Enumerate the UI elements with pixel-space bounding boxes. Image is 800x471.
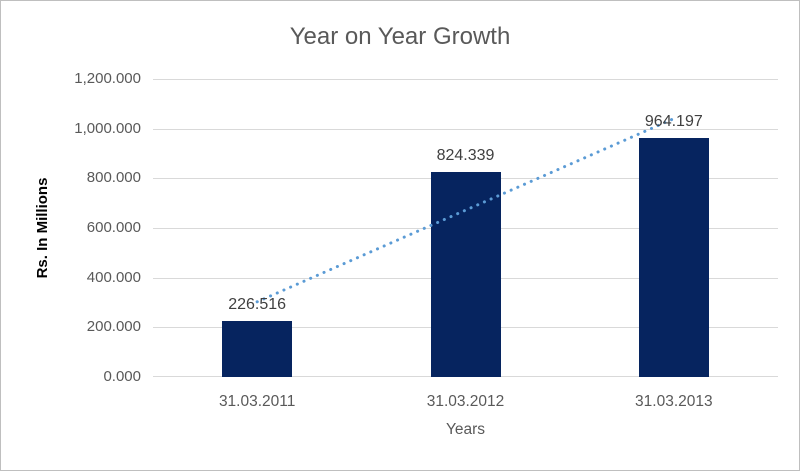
bar-data-label: 964.197 [644, 112, 703, 130]
bar-31.03.2011 [222, 320, 293, 377]
y-tick-label: 800.000 [86, 169, 141, 186]
y-tick-label: 400.000 [86, 269, 141, 286]
y-axis-ticks: 1,200.000 1,000.000 800.000 600.000 400.000 2… [1, 70, 141, 385]
y-tick-label: 1,200.000 [74, 70, 141, 87]
x-axis-title: Years [445, 421, 486, 438]
y-tick-label: 200.000 [86, 318, 141, 335]
trendline [255, 117, 676, 304]
bar-31.03.2012 [430, 172, 501, 377]
y-tick-label: 0.000 [103, 368, 141, 385]
plot-area: 226.516 31.03.2011 824.339 31.03.2012 964.19… [153, 79, 778, 410]
x-tick-label: 31.03.2013 [635, 393, 713, 410]
gridline [153, 129, 778, 130]
gridline [153, 79, 778, 80]
chart-title: Year on Year Growth [289, 23, 511, 50]
trendline-line [255, 117, 676, 304]
y-tick-label: 600.000 [86, 219, 141, 236]
bar-data-label: 824.339 [436, 147, 495, 165]
x-tick-label: 31.03.2012 [426, 393, 505, 410]
y-tick-label: 1,000.000 [74, 120, 141, 137]
bar-data-label: 226.516 [228, 295, 287, 313]
bar-31.03.2013 [638, 137, 709, 377]
x-tick-label: 31.03.2011 [218, 393, 296, 410]
